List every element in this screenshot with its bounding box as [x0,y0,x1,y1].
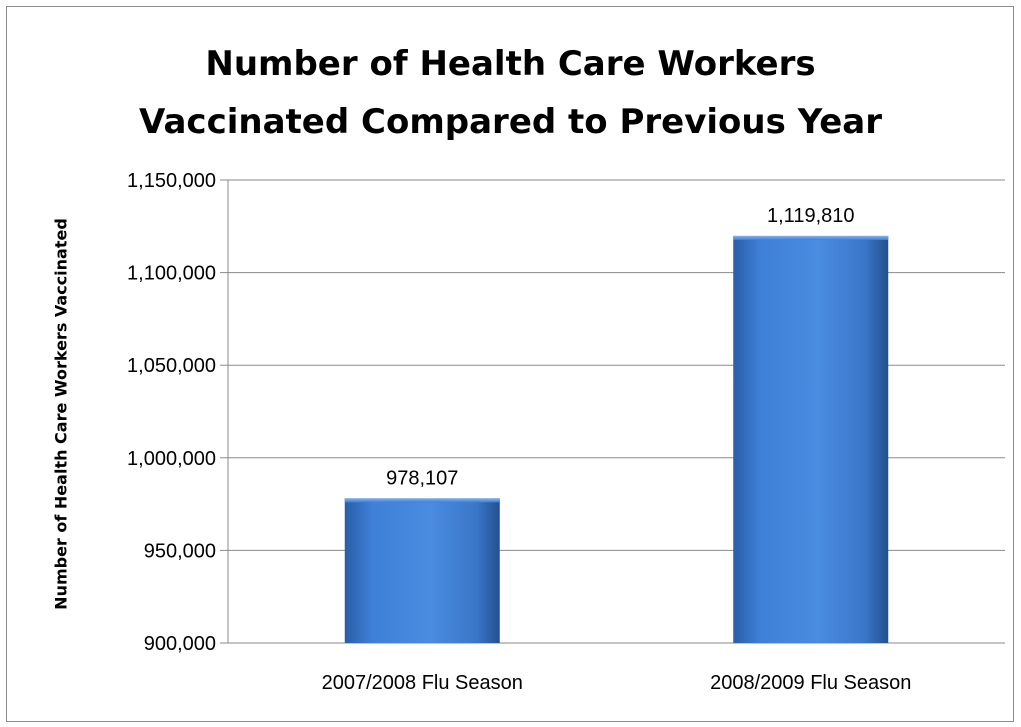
bar [344,498,500,643]
chart-title-line-2: Vaccinated Compared to Previous Year [139,102,882,142]
bar [733,235,889,644]
data-label: 1,119,810 [767,205,855,227]
x-tick-label: 2008/2009 Flu Season [710,672,911,694]
y-tick-labels: 900,000 950,000 1,000,000 1,050,000 1,100,00… [127,170,216,655]
bar-highlight [344,498,500,503]
bars: 978,107 1,119,810 [344,205,889,644]
y-tick-label: 1,000,000 [127,448,216,470]
y-tick-label: 1,100,000 [127,263,216,285]
x-tick-labels: 2007/2008 Flu Season 2008/2009 Flu Season [322,672,912,694]
data-label: 978,107 [386,467,458,489]
y-tick-label: 1,050,000 [127,355,216,377]
y-tick-label: 950,000 [144,540,216,562]
y-tick-label: 1,150,000 [127,170,216,192]
chart-title-line-1: Number of Health Care Workers [205,44,816,84]
bar-highlight [733,235,889,240]
x-tick-label: 2007/2008 Flu Season [322,672,523,694]
y-tick-label: 900,000 [144,633,216,655]
